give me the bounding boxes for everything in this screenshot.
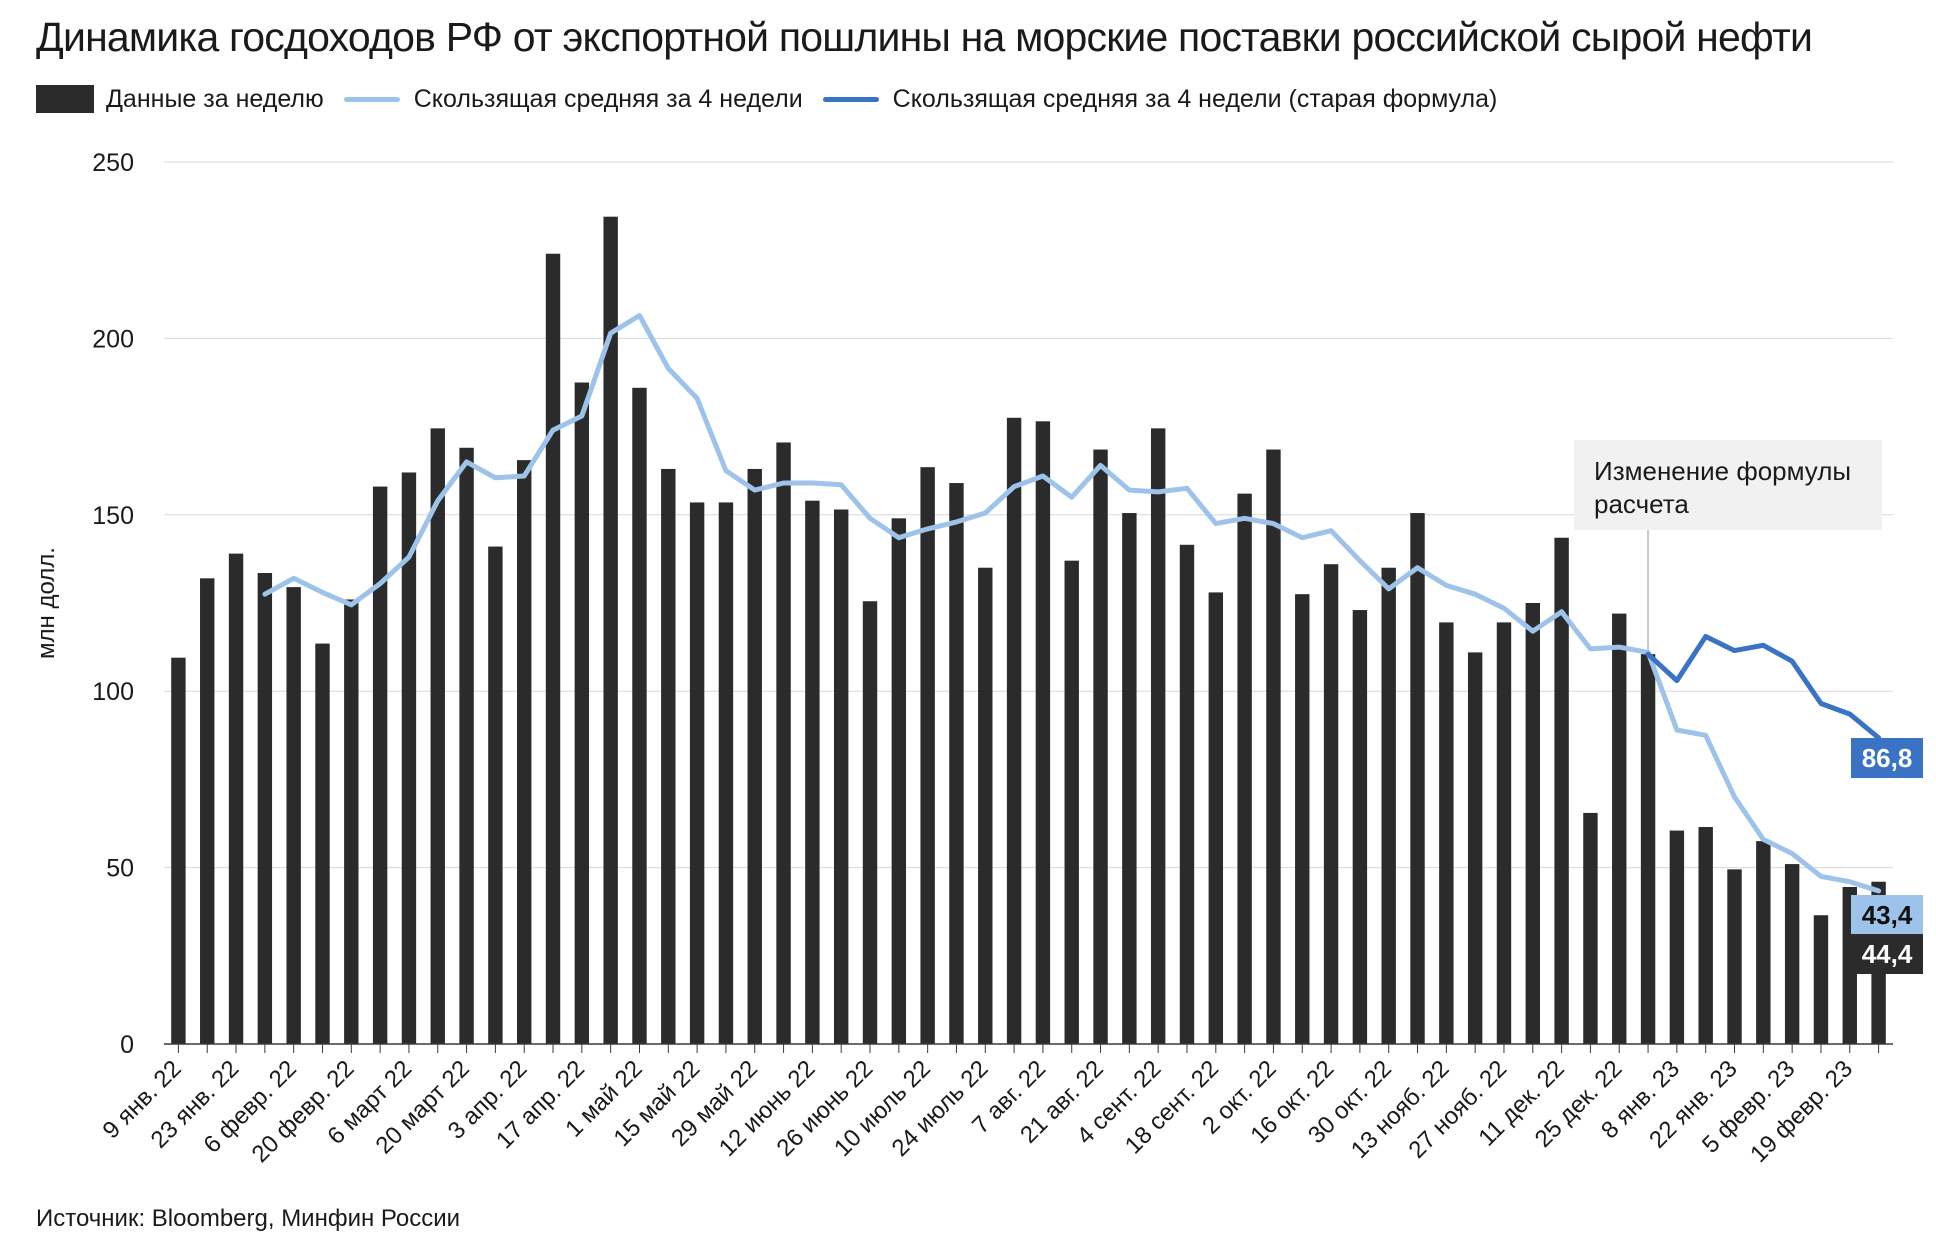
bar [1150,428,1166,1044]
legend-item-ma4-old: Скользящая средняя за 4 недели (старая ф… [822,84,1498,114]
bar [603,216,618,1044]
y-tick-label: 200 [92,325,134,353]
bar [286,587,301,1044]
bar [1698,827,1713,1044]
y-tick-label: 100 [92,678,134,706]
bar [776,442,791,1044]
annotation-text-line: Изменение формулы [1594,456,1851,486]
bar [545,253,561,1044]
bar [344,599,359,1044]
bar [459,447,474,1044]
y-tick-label: 50 [106,855,134,883]
bar [1295,594,1310,1044]
bar [488,546,503,1044]
bar [689,502,705,1044]
bar [920,467,935,1044]
bar [1756,841,1771,1044]
bar [632,387,647,1044]
bar [1237,493,1252,1045]
y-tick-label: 150 [92,502,134,530]
end-label-ma4: 43,4 [1862,900,1913,930]
bar [1035,421,1051,1045]
bar [1179,544,1195,1044]
bar [833,509,849,1044]
bar [1554,537,1569,1044]
bar [1496,622,1512,1044]
bar [1006,417,1022,1044]
bar [1122,513,1137,1044]
annotation-box [1574,440,1882,530]
bar [661,468,676,1044]
bar [1813,915,1829,1044]
source-note: Источник: Bloomberg, Минфин России [36,1205,461,1232]
legend-item-ma4: Скользящая средняя за 4 недели [343,84,803,114]
bar [949,483,964,1045]
chart-title: Динамика госдоходов РФ от экспортной пош… [36,14,1813,60]
bar [315,643,330,1044]
bar [1727,869,1742,1044]
bar [718,502,734,1044]
bar [1266,449,1281,1045]
end-label-ma4-old: 86,8 [1862,743,1913,773]
bar [1669,830,1685,1044]
legend-label-ma4-old: Скользящая средняя за 4 недели (старая ф… [892,84,1498,113]
bar [747,468,762,1044]
legend-swatch-ma4-old [822,96,879,102]
bar [430,428,445,1044]
bar [1583,812,1598,1044]
bar [401,472,417,1044]
bar [1612,613,1627,1044]
bar [1410,513,1425,1044]
bar [862,601,878,1044]
bar [257,573,273,1044]
bar [805,500,820,1044]
legend-label-weekly: Данные за неделю [106,84,324,113]
annotation-text: Изменение формулы расчета [1594,456,1851,519]
legend-swatch-bar [36,85,94,113]
end-label-ma4-old-box [1851,738,1923,778]
bar [228,553,244,1044]
bar [200,578,215,1044]
end-label-ma4-box [1851,895,1923,935]
legend-swatch-ma4 [343,96,400,102]
bar [1323,564,1339,1044]
y-tick-label: 250 [92,149,134,177]
legend-label-ma4: Скользящая средняя за 4 недели [413,84,803,113]
bar [1208,592,1224,1044]
bar [978,567,993,1044]
bar [574,382,590,1044]
chart-legend: Данные за неделю Скользящая средняя за 4… [36,84,1517,114]
bar [1640,654,1656,1044]
ma4-line [262,313,1882,894]
bar [1381,567,1396,1044]
bar [1439,622,1454,1044]
legend-item-weekly: Данные за неделю [36,85,324,114]
bar [1064,560,1079,1044]
ma4-old-line [1645,634,1882,741]
bar [517,460,532,1045]
annotation-text-line: расчета [1594,489,1689,519]
bar [891,518,907,1044]
end-label-weekly: 44,4 [1862,939,1913,969]
end-label-weekly-box [1851,934,1923,974]
bar [171,657,186,1044]
bar [1467,652,1483,1044]
bar [1093,449,1108,1045]
bar [1525,603,1540,1044]
bar [1352,610,1368,1044]
bar [372,486,388,1044]
bar [1784,864,1800,1044]
y-axis-label: млн долл. [33,547,60,659]
y-tick-label: 0 [120,1031,134,1059]
